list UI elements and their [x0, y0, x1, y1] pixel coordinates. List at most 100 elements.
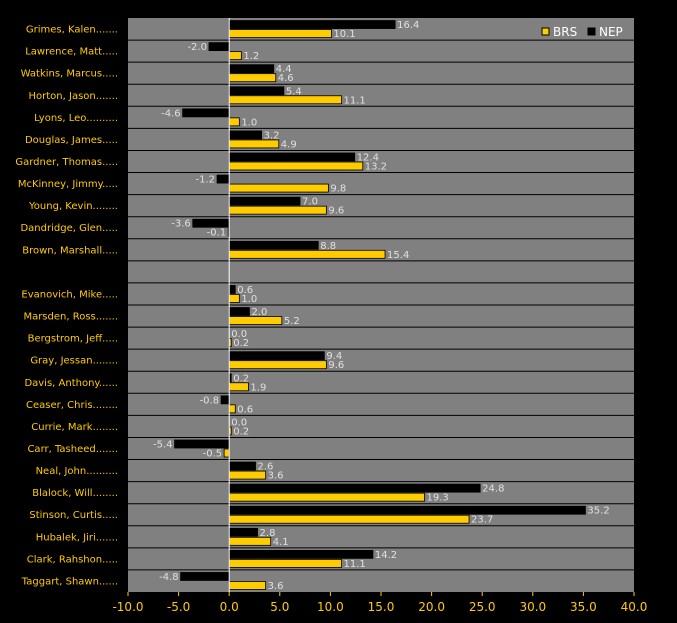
bar-brs [228, 581, 267, 590]
category-label: Stinson, Curtis..... [29, 510, 118, 521]
bar-nep [182, 108, 230, 118]
x-tick-label: -10.0 [112, 600, 143, 614]
value-label-brs: 9.6 [328, 360, 344, 371]
value-label-nep: 7.0 [302, 197, 318, 208]
category-label: Grimes, Kalen....... [26, 25, 118, 36]
legend-label-brs: BRS [553, 25, 577, 39]
x-tick-label: 25.0 [469, 600, 496, 614]
category-label: Clark, Rahshon..... [27, 554, 118, 565]
category-label: Horton, Jason....... [29, 91, 118, 102]
value-label-nep: 0.2 [233, 373, 249, 384]
value-label-nep: 2.6 [258, 462, 274, 473]
bars [174, 18, 586, 592]
bar-brs [228, 183, 329, 193]
category-label: Taggart, Shawn...... [21, 576, 118, 587]
value-label-brs: 0.2 [233, 338, 249, 349]
value-label-brs: 1.0 [241, 294, 257, 305]
value-label-brs: 23.7 [471, 515, 493, 526]
bar-nep [228, 307, 250, 316]
category-label: Dandridge, Glen..... [20, 223, 118, 234]
bar-nep [228, 527, 258, 537]
bar-brs [228, 558, 342, 568]
category-label: Ceaser, Chris........ [26, 400, 118, 411]
value-labels: 16.410.1-2.01.24.44.65.411.1-4.61.03.24.… [153, 20, 610, 592]
bar-nep [216, 174, 230, 184]
bar-brs [228, 492, 425, 502]
value-label-nep: 5.4 [286, 86, 302, 97]
value-label-brs: 13.2 [365, 162, 387, 173]
bar-brs [228, 73, 277, 83]
value-label-nep: 0.0 [231, 329, 247, 340]
value-label-nep: 8.8 [320, 241, 336, 252]
value-label-brs: 15.4 [387, 250, 409, 261]
bar-brs [228, 161, 364, 171]
grid-lines [128, 39, 634, 571]
value-label-nep: 3.2 [264, 130, 280, 141]
value-label-brs: 1.9 [250, 382, 266, 393]
x-tick-label: 40.0 [621, 600, 648, 614]
x-tick-label: 5.0 [270, 600, 289, 614]
value-label-brs: 0.6 [237, 404, 253, 415]
value-label-nep: 0.0 [231, 417, 247, 428]
bar-nep [228, 152, 356, 162]
legend: BRS NEP [541, 25, 623, 39]
value-label-nep: 35.2 [587, 506, 609, 517]
bar-brs [228, 404, 236, 414]
bar-brs [228, 249, 386, 259]
bar-brs [228, 117, 240, 127]
bar-nep [228, 20, 396, 29]
category-label: McKinney, Jimmy..... [18, 179, 118, 190]
value-label-nep: 16.4 [397, 20, 419, 31]
category-labels: Grimes, Kalen....... Lawrence, Matt..... W… [15, 25, 118, 588]
legend-swatch-brs [541, 27, 550, 36]
category-label: Currie, Mark........ [31, 422, 118, 433]
value-label-nep: 2.8 [260, 528, 276, 539]
category-label: Gray, Jessan........ [30, 356, 118, 367]
value-label-nep: -3.6 [171, 219, 191, 230]
value-label-brs: 3.6 [268, 471, 284, 482]
category-label: Lyons, Leo.......... [34, 113, 118, 124]
x-tick-label: -5.0 [167, 600, 190, 614]
bar-nep [228, 240, 319, 250]
value-label-brs: -0.1 [207, 228, 227, 239]
value-label-brs: 10.1 [333, 29, 355, 40]
x-tick-label: 30.0 [519, 600, 546, 614]
bar-nep [220, 395, 230, 405]
value-label-nep: -2.0 [187, 42, 207, 53]
category-label: Neal, John.......... [36, 466, 118, 477]
bar-nep [180, 572, 230, 581]
value-label-brs: 5.2 [284, 316, 300, 327]
value-label-nep: 0.6 [237, 285, 253, 296]
value-label-brs: 9.8 [330, 184, 346, 195]
category-label: Gardner, Thomas..... [15, 157, 118, 168]
value-label-nep: 24.8 [482, 484, 504, 495]
value-label-brs: 4.1 [273, 537, 289, 548]
bar-nep [228, 461, 256, 471]
value-label-brs: -0.5 [203, 449, 223, 460]
value-label-nep: 4.4 [276, 64, 292, 75]
bar-nep [228, 86, 285, 96]
value-label-brs: 3.6 [268, 581, 284, 592]
category-label: Blalock, Will........ [32, 488, 118, 499]
x-tick-label: 15.0 [368, 600, 395, 614]
category-label: Brown, Marshall..... [22, 245, 118, 256]
legend-swatch-nep [587, 27, 596, 36]
value-label-brs: 4.6 [278, 73, 294, 84]
value-label-nep: -4.6 [161, 108, 181, 119]
bar-nep [228, 285, 236, 294]
value-label-nep: -0.8 [200, 395, 220, 406]
bar-nep [208, 42, 230, 52]
bar-brs [228, 360, 327, 370]
bar-nep [228, 483, 481, 493]
category-label: Davis, Anthony...... [24, 378, 118, 389]
bar-nep [228, 64, 275, 74]
x-tick-label: 0.0 [220, 600, 239, 614]
bar-nep [174, 439, 230, 449]
bar-nep [228, 549, 374, 559]
value-label-brs: 4.9 [281, 139, 297, 150]
value-label-nep: 14.2 [375, 550, 397, 561]
value-label-nep: 2.0 [251, 307, 267, 318]
value-label-brs: 1.2 [243, 51, 259, 62]
